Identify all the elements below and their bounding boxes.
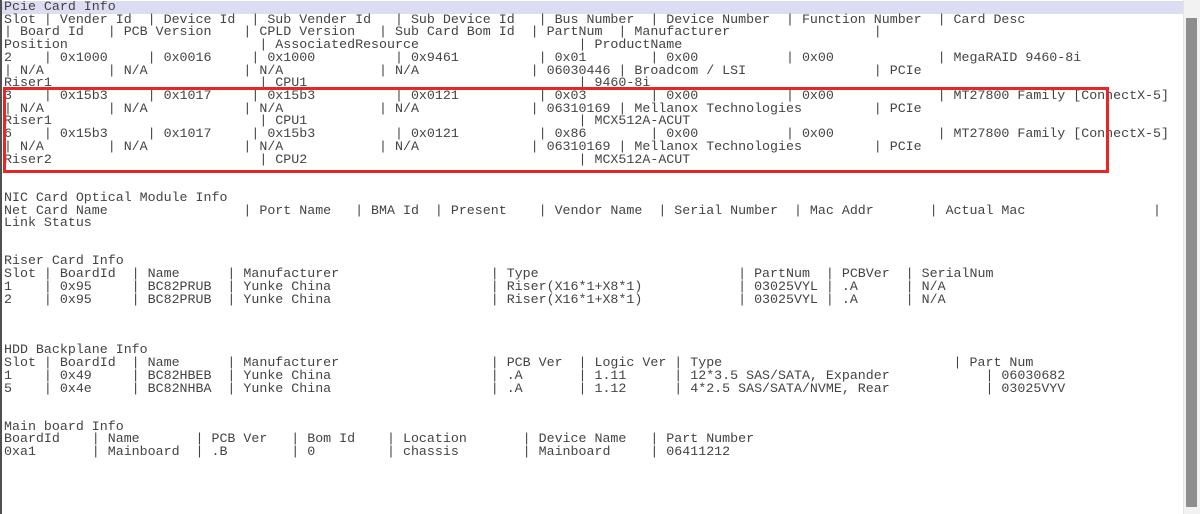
pcie-row-slot3-line1: 3 | 0x15b3 | 0x1017 | 0x15b3 | 0x0121 | … [4,88,1169,104]
pcie-row-slot2-line1: 2 | 0x1000 | 0x0016 | 0x1000 | 0x9461 | … [4,49,1082,65]
pcie-row-slot3-line2: | N/A | N/A | N/A | N/A | 06310169 | Mel… [4,100,922,116]
blank-line [4,484,1183,497]
pcie-row-slot2-line2: | N/A | N/A | N/A | N/A | 06030446 | Bro… [4,62,922,78]
hdd-row-slot5: 5 | 0x4e | BC82NHBA | Yunke China | .A |… [4,380,1066,396]
nic-section-title: NIC Card Optical Module Info [4,189,228,205]
blank-line [4,497,1183,510]
pcie-header-row-3: Position | AssociatedResource | ProductN… [4,37,683,53]
blank-line [4,395,1183,408]
hdd-row-slot1: 1 | 0x49 | BC82HBEB | Yunke China | .A |… [4,367,1066,383]
nic-header-row-cont: Link Status [4,215,92,231]
pcie-row-slot3-line3: Riser1 | CPU1 | MCX512A-ACUT [4,113,691,129]
blank-line [4,243,1183,256]
blank-line [4,306,1183,319]
riser-header-row: Slot | BoardId | Name | Manufacturer | T… [4,266,994,282]
hdd-header-row: Slot | BoardId | Name | Manufacturer | P… [4,355,1034,371]
pcie-section-title: Pcie Card Info [2,1,1183,14]
blank-line [4,510,1183,514]
mainboard-section-title: Main board Info [4,418,124,434]
blank-line [4,332,1183,345]
blank-line [4,459,1183,472]
blank-line [4,472,1183,485]
blank-line [4,319,1183,332]
blank-line [4,408,1183,421]
hdd-section-title: HDD Backplane Info [4,342,148,358]
mainboard-row: 0xa1 | Mainboard | .B | 0 | chassis | Ma… [4,444,731,460]
riser-row-slot2: 2 | 0x95 | BC82PRUB | Yunke China | Rise… [4,291,946,307]
nic-header-row: Net Card Name | Port Name | BMA Id | Pre… [4,202,1162,218]
pcie-header-row-1: Slot | Vender Id | Device Id | Sub Vende… [4,11,1026,27]
pcie-row-slot2-line3: Riser1 | CPU1 | 9460-8i [4,75,651,91]
riser-section-title: Riser Card Info [4,253,124,269]
vertical-scrollbar-track[interactable] [1183,0,1200,514]
blank-line [4,166,1183,179]
blank-line [4,230,1183,243]
pcie-row-slot6-line2: | N/A | N/A | N/A | N/A | 06310169 | Mel… [4,138,922,154]
vertical-scrollbar-thumb[interactable] [1186,18,1197,507]
pcie-header-row-2: | Board Id | PCB Version | CPLD Version … [4,24,882,40]
pcie-row-slot6-line1: 6 | 0x15b3 | 0x1017 | 0x15b3 | 0x0121 | … [4,126,1169,142]
riser-row-slot1: 1 | 0x95 | BC82PRUB | Yunke China | Rise… [4,278,946,294]
pcie-row-slot6-line3: Riser2 | CPU2 | MCX512A-ACUT [4,151,691,167]
mainboard-header-row: BoardId | Name | PCB Ver | Bom Id | Loca… [4,431,755,447]
